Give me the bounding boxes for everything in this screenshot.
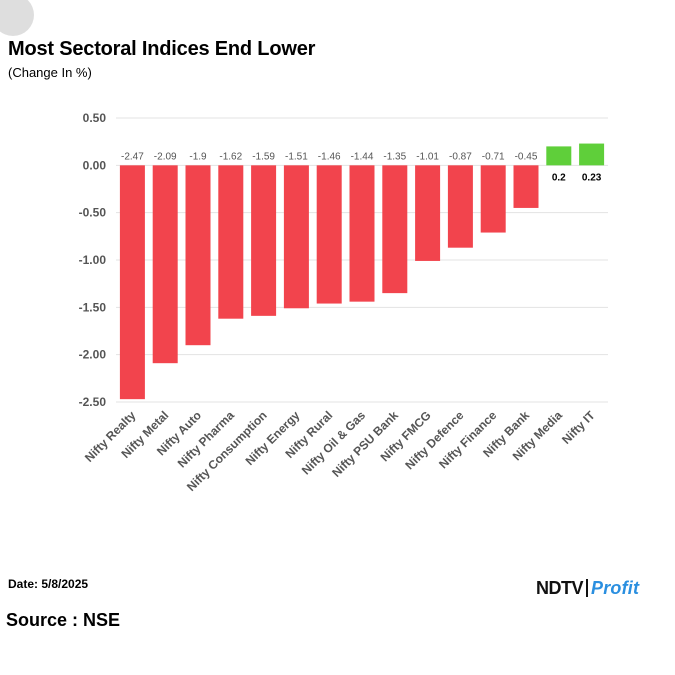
bar [415, 165, 441, 261]
bar [119, 165, 145, 400]
date-label: Date: 5/8/2025 [8, 577, 89, 591]
data-label: -1.62 [219, 151, 242, 162]
y-tick-label: -1.00 [79, 253, 107, 267]
bar [251, 165, 277, 316]
ndtv-profit-logo: NDTV Profit [536, 577, 639, 599]
bar-chart: 0.50 0.00 -0.50 -1.00 -1.50 -2.00 -2.50 -2.47 Ni… [79, 111, 608, 494]
y-tick-label: 0.00 [83, 158, 107, 172]
bar [218, 165, 244, 319]
data-label: -0.87 [449, 151, 472, 162]
x-tick-label: Nifty IT [559, 408, 598, 447]
bar [447, 165, 473, 248]
y-tick-label: 0.50 [83, 111, 107, 125]
data-label: -0.45 [515, 151, 538, 162]
data-label: -2.09 [154, 151, 177, 162]
chart-subtitle: (Change In %) [8, 65, 92, 80]
source-label: Source : NSE [6, 610, 121, 630]
bar [283, 165, 309, 309]
bar [152, 165, 178, 364]
bar [185, 165, 211, 346]
y-tick-label: -0.50 [79, 206, 107, 220]
bar [382, 165, 408, 294]
bar [546, 146, 572, 166]
bar [513, 165, 539, 208]
y-tick-label: -2.50 [79, 395, 107, 409]
data-label: -1.51 [285, 151, 308, 162]
data-label: 0.23 [582, 172, 602, 183]
logo-brand: NDTV [536, 577, 584, 598]
data-label: -2.47 [121, 151, 144, 162]
data-label: -1.9 [189, 151, 207, 162]
data-label: -0.71 [482, 151, 505, 162]
logo-divider [586, 579, 588, 597]
y-tick-label: -1.50 [79, 300, 107, 314]
data-label: -1.44 [351, 151, 374, 162]
bar [349, 165, 375, 302]
bar [316, 165, 342, 304]
data-label: -1.46 [318, 151, 341, 162]
chart-title: Most Sectoral Indices End Lower [8, 38, 316, 60]
data-label: -1.59 [252, 151, 275, 162]
bar [579, 143, 605, 166]
y-tick-label: -2.00 [79, 348, 107, 362]
data-label: 0.2 [552, 172, 566, 183]
logo-sub: Profit [591, 577, 640, 598]
data-label: -1.01 [416, 151, 439, 162]
bar [480, 165, 506, 233]
data-label: -1.35 [383, 151, 406, 162]
